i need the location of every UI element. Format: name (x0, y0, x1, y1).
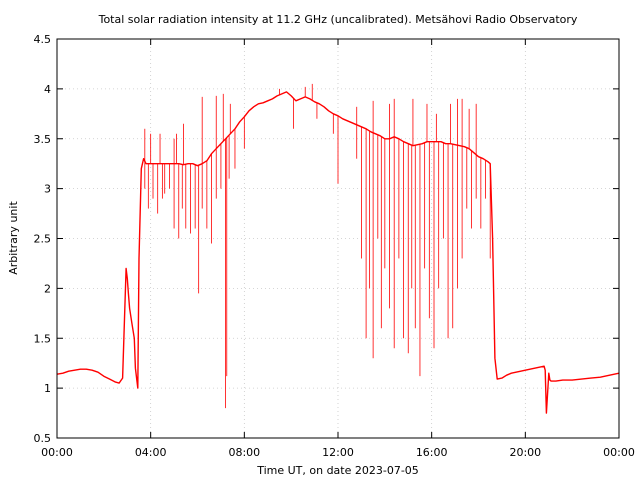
x-tick-label: 04:00 (135, 446, 167, 459)
y-tick-label: 3.5 (34, 133, 52, 146)
x-tick-label: 00:00 (603, 446, 635, 459)
y-tick-label: 4 (44, 83, 51, 96)
y-axis-label: Arbitrary unit (7, 201, 20, 275)
x-tick-label: 08:00 (228, 446, 260, 459)
y-tick-label: 0.5 (34, 432, 52, 445)
data-layer (56, 83, 620, 414)
y-tick-label: 2.5 (34, 233, 52, 246)
x-tick-label: 00:00 (41, 446, 73, 459)
series-line (56, 91, 620, 414)
grid (57, 39, 619, 438)
x-tick-label: 20:00 (509, 446, 541, 459)
y-tick-label: 2 (44, 282, 51, 295)
y-tick-label: 4.5 (34, 33, 52, 46)
ticks: 0.5 1 1.5 2 2.5 3 3.5 4 4.5 00:00 04:00 08:00 12:00 1… (34, 33, 635, 459)
y-tick-label: 3 (44, 183, 51, 196)
chart-title: Total solar radiation intensity at 11.2 … (98, 13, 578, 26)
x-axis-label: Time UT, on date 2023-07-05 (256, 464, 419, 477)
x-tick-label: 12:00 (322, 446, 354, 459)
x-tick-label: 16:00 (416, 446, 448, 459)
y-tick-label: 1.5 (34, 332, 52, 345)
y-tick-label: 1 (44, 382, 51, 395)
